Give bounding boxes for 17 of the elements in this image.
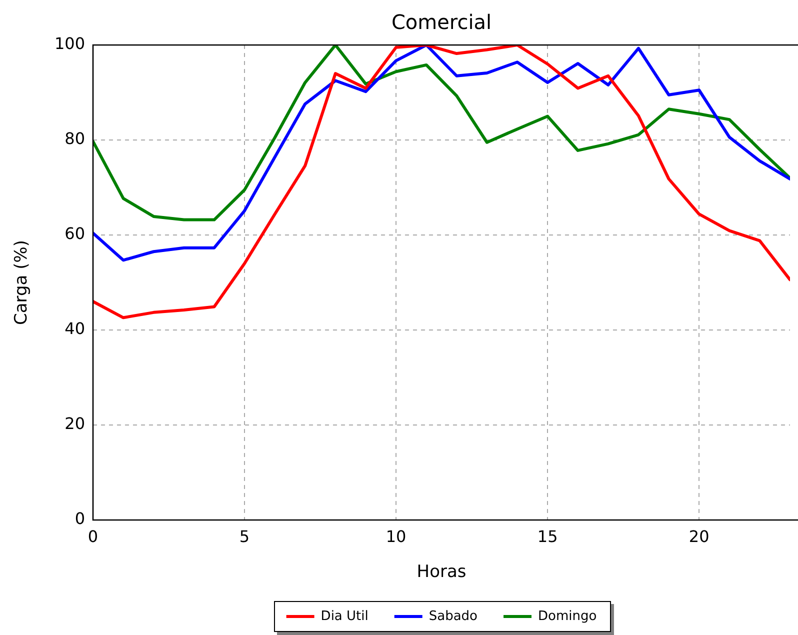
chart-title: Comercial: [391, 10, 492, 34]
x-tick-label: 10: [386, 526, 406, 546]
legend-label: Domingo: [538, 608, 597, 624]
y-tick-label: 20: [64, 414, 85, 434]
x-tick-label: 5: [239, 526, 250, 546]
legend-label: Dia Util: [320, 608, 368, 624]
x-axis-title: Horas: [416, 562, 466, 582]
y-tick-label: 80: [64, 129, 85, 148]
y-tick-label: 0: [74, 509, 85, 528]
y-tick-label: 100: [54, 34, 85, 54]
x-tick-label: 0: [88, 526, 98, 546]
y-tick-label: 40: [64, 319, 85, 338]
legend-label: Sabado: [428, 608, 478, 624]
x-tick-label: 15: [537, 526, 558, 546]
y-axis-title: Carga (%): [12, 240, 32, 326]
x-tick-label: 20: [688, 526, 710, 546]
y-tick-label: 60: [64, 224, 85, 244]
